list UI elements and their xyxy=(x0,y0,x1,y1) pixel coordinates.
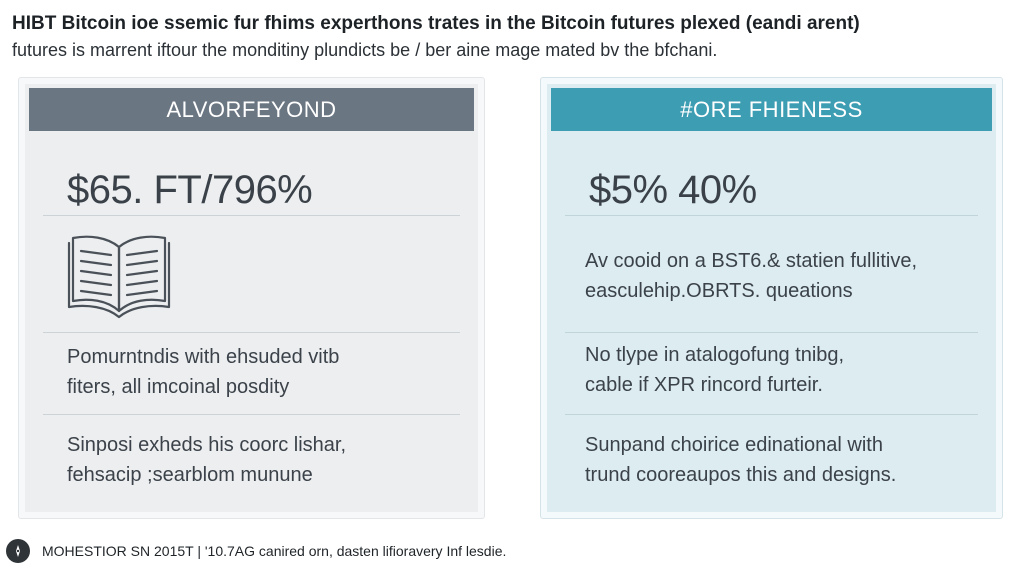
left-text-1: Pomurntndis with ehsuded vitb fiters, al… xyxy=(67,342,339,402)
left-panel: ALVORFEYOND $65. FT/796% Pomurntndis wit… xyxy=(19,78,484,518)
left-text-2-line-1: Sinposi exheds his coorc lishar, xyxy=(67,434,347,456)
right-divider-2 xyxy=(565,332,978,333)
footer-text: MOHESTIOR SN 2015T | '10.7AG canired orn… xyxy=(42,543,507,559)
right-text-1-line-1: Av cooid on a BST6.& statien fullitive, xyxy=(585,250,918,272)
right-panel-stat: $5% 40% xyxy=(589,168,757,212)
compass-icon xyxy=(6,539,30,563)
right-divider-1 xyxy=(565,215,978,216)
left-divider-3 xyxy=(43,414,460,415)
page-title: HIBT Bitcoin ioe ssemic fur fhims expert… xyxy=(12,13,860,34)
footer: MOHESTIOR SN 2015T | '10.7AG canired orn… xyxy=(6,538,506,564)
right-text-2-line-1: No tlype in atalogofung tnibg, xyxy=(585,344,845,366)
left-divider-1 xyxy=(43,215,460,216)
right-text-3-line-2: trund cooreaupos this and designs. xyxy=(585,464,897,486)
left-panel-header: ALVORFEYOND xyxy=(29,88,474,131)
right-text-2-line-2: cable if XPR rincord furteir. xyxy=(585,374,823,396)
right-text-3-line-1: Sunpand choirice edinational with xyxy=(585,434,883,456)
page-subtitle: futures is marrent iftour the monditiny … xyxy=(12,40,718,60)
right-text-1-line-2: easculehip.OBRTS. queations xyxy=(585,280,853,302)
open-book-icon xyxy=(67,235,171,319)
right-text-3: Sunpand choirice edinational with trund … xyxy=(585,430,896,490)
right-text-1: Av cooid on a BST6.& statien fullitive, … xyxy=(585,246,917,306)
right-panel: #ORE FHIENESS $5% 40% Av cooid on a BST6… xyxy=(541,78,1002,518)
header: HIBT Bitcoin ioe ssemic fur fhims expert… xyxy=(12,12,1012,62)
left-text-1-line-1: Pomurntndis with ehsuded vitb xyxy=(67,346,340,368)
left-panel-stat: $65. FT/796% xyxy=(67,168,313,212)
left-text-2: Sinposi exheds his coorc lishar, fehsaci… xyxy=(67,430,346,490)
right-text-2: No tlype in atalogofung tnibg, cable if … xyxy=(585,340,844,400)
right-divider-3 xyxy=(565,414,978,415)
right-panel-header: #ORE FHIENESS xyxy=(551,88,992,131)
left-text-2-line-2: fehsacip ;searblom munune xyxy=(67,464,313,486)
left-divider-2 xyxy=(43,332,460,333)
left-text-1-line-2: fiters, all imcoinal posdity xyxy=(67,376,290,398)
